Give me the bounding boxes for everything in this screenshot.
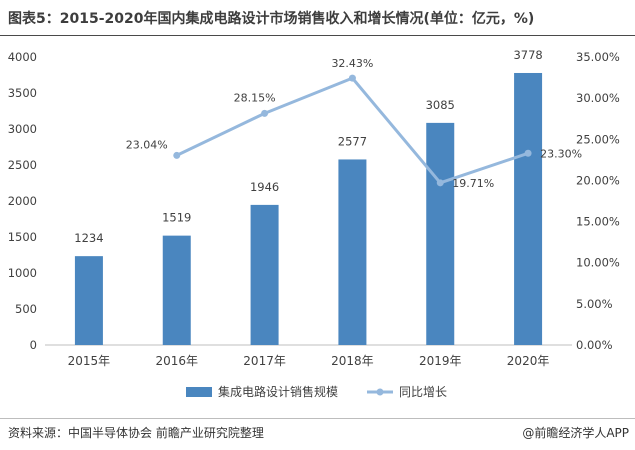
growth-value-label: 19.71% [452, 177, 494, 190]
credit-note: @前瞻经济学人APP [522, 426, 629, 440]
x-tick-label: 2018年 [331, 354, 374, 368]
bar [250, 204, 279, 345]
x-tick-label: 2019年 [419, 354, 462, 368]
y-left-tick-label: 1500 [8, 230, 37, 244]
x-tick-label: 2015年 [68, 354, 111, 368]
bar-value-label: 2577 [338, 134, 367, 148]
bar-value-label: 1519 [162, 211, 191, 225]
y-left-tick-label: 2500 [8, 158, 37, 172]
bar [426, 122, 455, 345]
y-left-tick-label: 1000 [8, 266, 37, 280]
growth-point [173, 151, 181, 159]
growth-value-label: 23.04% [126, 138, 168, 151]
chart-title: 图表5：2015-2020年国内集成电路设计市场销售收入和增长情况(单位：亿元，… [8, 11, 535, 27]
y-left-tick-label: 3000 [8, 122, 37, 136]
footer-divider [0, 418, 635, 419]
legend-bar-swatch [186, 387, 212, 397]
x-tick-label: 2016年 [155, 354, 198, 368]
source-note: 资料来源：中国半导体协会 前瞻产业研究院整理 [8, 426, 264, 440]
growth-value-label: 23.30% [540, 147, 582, 160]
growth-value-label: 28.15% [234, 91, 276, 104]
y-right-tick-label: 10.00% [576, 256, 620, 270]
title-divider [0, 35, 635, 36]
bar [514, 72, 543, 345]
y-left-tick-label: 500 [15, 302, 37, 316]
bar-value-label: 3778 [513, 48, 542, 62]
legend-line-label: 同比增长 [399, 385, 447, 399]
bar [338, 159, 367, 345]
y-right-tick-label: 30.00% [576, 91, 620, 105]
growth-point [261, 109, 269, 117]
y-left-tick-label: 2000 [8, 194, 37, 208]
y-right-tick-label: 25.00% [576, 132, 620, 146]
bar-value-label: 1946 [250, 180, 279, 194]
y-right-tick-label: 20.00% [576, 173, 620, 187]
y-right-tick-label: 15.00% [576, 215, 620, 229]
growth-point [524, 149, 532, 157]
y-right-tick-label: 0.00% [576, 338, 613, 352]
growth-value-label: 32.43% [331, 57, 373, 70]
bar [162, 235, 191, 345]
bar [74, 256, 103, 345]
y-right-tick-label: 35.00% [576, 50, 620, 64]
y-left-tick-label: 4000 [8, 50, 37, 64]
x-tick-label: 2020年 [507, 354, 550, 368]
growth-point [436, 179, 444, 187]
y-right-tick-label: 5.00% [576, 297, 613, 311]
bar-value-label: 3085 [426, 98, 455, 112]
legend-line-marker [376, 388, 384, 396]
growth-point [348, 74, 356, 82]
legend-bar-label: 集成电路设计销售规模 [218, 384, 338, 399]
y-left-tick-label: 3500 [8, 86, 37, 100]
bar-value-label: 1234 [74, 231, 103, 245]
y-left-tick-label: 0 [30, 338, 37, 352]
x-tick-label: 2017年 [243, 354, 286, 368]
